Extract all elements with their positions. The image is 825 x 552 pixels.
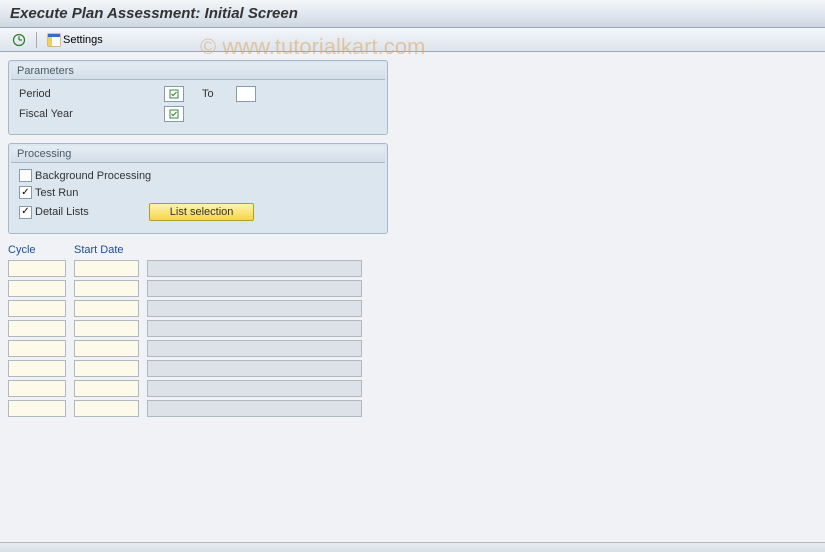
parameters-group: Parameters Period To Fiscal Year (8, 60, 388, 135)
fiscal-year-row: Fiscal Year (19, 106, 377, 122)
cycle-input[interactable] (8, 280, 66, 297)
startdate-input[interactable] (74, 300, 139, 317)
to-label: To (202, 88, 214, 100)
startdate-input[interactable] (74, 320, 139, 337)
toolbar: Settings (0, 28, 825, 52)
period-to-input[interactable] (236, 86, 256, 102)
table-row (8, 360, 817, 377)
background-checkbox[interactable] (19, 169, 32, 182)
required-icon (169, 109, 179, 119)
cycle-table: Cycle Start Date (8, 244, 817, 417)
description-cell (147, 340, 362, 357)
cycle-input[interactable] (8, 400, 66, 417)
startdate-input[interactable] (74, 260, 139, 277)
description-cell (147, 360, 362, 377)
execute-button[interactable] (8, 31, 30, 49)
cycle-input[interactable] (8, 260, 66, 277)
cycle-input[interactable] (8, 320, 66, 337)
cycle-input[interactable] (8, 300, 66, 317)
cycle-header: Cycle (8, 244, 66, 256)
cycle-input[interactable] (8, 360, 66, 377)
description-cell (147, 280, 362, 297)
processing-body: Background Processing Test Run Detail Li… (11, 163, 385, 231)
description-cell (147, 380, 362, 397)
table-row (8, 300, 817, 317)
background-row: Background Processing (19, 169, 377, 182)
testrun-row: Test Run (19, 186, 377, 199)
description-cell (147, 320, 362, 337)
toolbar-separator (36, 32, 37, 48)
period-from-input[interactable] (164, 86, 184, 102)
fiscal-year-label: Fiscal Year (19, 108, 164, 120)
testrun-label: Test Run (35, 187, 78, 199)
cycle-input[interactable] (8, 380, 66, 397)
table-row (8, 400, 817, 417)
table-row (8, 280, 817, 297)
window-title: Execute Plan Assessment: Initial Screen (0, 0, 825, 28)
title-text: Execute Plan Assessment: Initial Screen (10, 5, 298, 22)
parameters-title: Parameters (11, 63, 385, 80)
execute-icon (12, 33, 26, 47)
testrun-checkbox[interactable] (19, 186, 32, 199)
background-label: Background Processing (35, 170, 151, 182)
table-row (8, 340, 817, 357)
settings-label: Settings (63, 34, 103, 46)
footer-border (0, 542, 825, 552)
startdate-input[interactable] (74, 380, 139, 397)
detail-checkbox[interactable] (19, 206, 32, 219)
table-row (8, 320, 817, 337)
description-cell (147, 300, 362, 317)
table-row (8, 260, 817, 277)
settings-icon (47, 33, 61, 47)
startdate-input[interactable] (74, 400, 139, 417)
list-selection-button[interactable]: List selection (149, 203, 255, 221)
detail-row: Detail Lists List selection (19, 203, 377, 221)
fiscal-year-input[interactable] (164, 106, 184, 122)
table-row (8, 380, 817, 397)
processing-group: Processing Background Processing Test Ru… (8, 143, 388, 234)
detail-label: Detail Lists (35, 206, 89, 218)
startdate-input[interactable] (74, 340, 139, 357)
processing-title: Processing (11, 146, 385, 163)
startdate-header: Start Date (74, 244, 139, 256)
parameters-body: Period To Fiscal Year (11, 80, 385, 132)
table-headers: Cycle Start Date (8, 244, 817, 256)
required-icon (169, 89, 179, 99)
period-label: Period (19, 88, 164, 100)
startdate-input[interactable] (74, 360, 139, 377)
settings-button[interactable]: Settings (43, 31, 107, 49)
table-rows (8, 260, 817, 417)
description-cell (147, 260, 362, 277)
period-row: Period To (19, 86, 377, 102)
cycle-input[interactable] (8, 340, 66, 357)
description-cell (147, 400, 362, 417)
startdate-input[interactable] (74, 280, 139, 297)
content-area: Parameters Period To Fiscal Year (0, 52, 825, 428)
